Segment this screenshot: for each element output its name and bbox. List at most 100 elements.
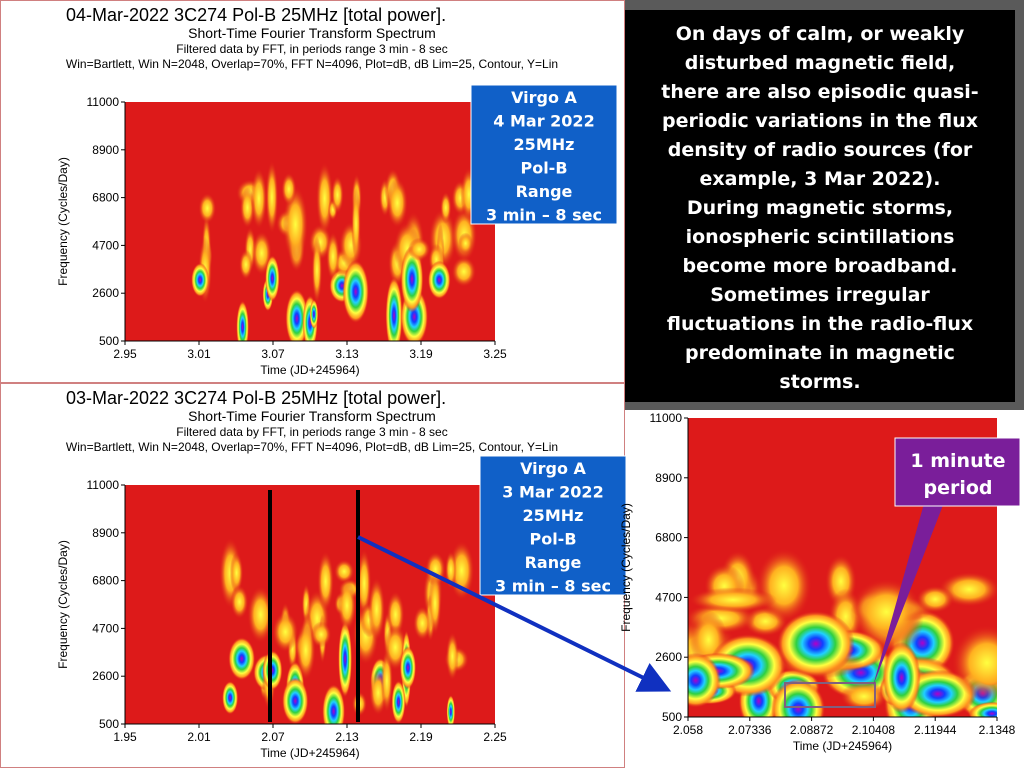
description-line: storms. — [779, 371, 860, 393]
panel-params: Win=Bartlett, Win N=2048, Overlap=70%, F… — [66, 57, 558, 71]
y-tick-label: 2600 — [655, 650, 682, 664]
x-axis-label: Time (JD+245964) — [793, 739, 892, 753]
heat-blob — [309, 299, 319, 329]
heat-blob — [427, 260, 451, 300]
heat-blob — [331, 175, 344, 214]
heat-blob — [368, 577, 386, 642]
heat-blob — [357, 548, 372, 618]
panel-frame — [0, 0, 625, 383]
heat-blob — [285, 289, 309, 341]
info-line: 4 Mar 2022 — [493, 112, 594, 131]
heat-blob — [228, 637, 256, 681]
description-line: disturbed magnetic field, — [685, 52, 956, 74]
y-tick-label: 11000 — [87, 95, 120, 109]
panel-filter: Filtered data by FFT, in periods range 3… — [176, 425, 447, 439]
x-tick-label: 2.19 — [409, 730, 433, 744]
x-tick-label: 2.10408 — [852, 723, 896, 737]
x-tick-label: 2.08872 — [790, 723, 834, 737]
description-line: example, 3 Mar 2022). — [700, 168, 941, 190]
heatmap — [191, 160, 478, 341]
heat-blob — [688, 652, 721, 708]
panel-filter: Filtered data by FFT, in periods range 3… — [176, 42, 447, 56]
y-tick-label: 8900 — [92, 526, 119, 540]
info-line: Virgo A — [511, 88, 577, 107]
spectrogram: 500 2600 4700 6800 8900 11000 2.95 3.01 3.07 3.13… — [56, 95, 507, 377]
heat-blob — [222, 681, 239, 715]
description-line: During magnetic storms, — [687, 197, 953, 219]
heat-blob — [850, 578, 923, 646]
heat-blob — [239, 249, 253, 280]
heat-blob — [236, 300, 249, 341]
highlight-box — [784, 682, 876, 708]
heat-blob — [316, 162, 334, 235]
x-tick-label: 3.07 — [261, 347, 285, 361]
heat-blob — [229, 552, 244, 594]
heatmap — [219, 537, 475, 724]
text-box — [625, 10, 1015, 402]
x-tick-label: 2.01 — [187, 730, 211, 744]
x-tick-label: 2.11944 — [914, 723, 957, 737]
x-tick-label: 2.25 — [483, 730, 507, 744]
description-line: there are also episodic quasi- — [661, 81, 978, 103]
heat-blob — [338, 620, 353, 698]
heat-blob — [882, 641, 921, 714]
x-tick-label: 2.07336 — [728, 723, 772, 737]
info-line: 3 Mar 2022 — [502, 483, 603, 502]
y-axis-label: Frequency (Cycles/Day) — [619, 503, 633, 632]
heat-blob — [198, 193, 217, 224]
description-line: ionospheric scintillations — [686, 226, 955, 248]
heat-blob — [386, 177, 408, 228]
heat-blob — [916, 585, 955, 613]
callout-box — [894, 437, 1021, 507]
y-tick-label: 2600 — [92, 286, 119, 300]
heat-blob — [385, 276, 403, 341]
heat-blob — [445, 632, 459, 681]
description-line: Sometimes irregular — [710, 284, 930, 306]
info-line: Virgo A — [520, 459, 586, 478]
callout-line: period — [923, 477, 992, 499]
heat-blob — [458, 232, 473, 255]
x-axis-label: Time (JD+245964) — [260, 363, 359, 377]
y-tick-label: 11000 — [650, 411, 683, 425]
callout-line: 1 minute — [910, 450, 1005, 472]
info-line: Pol-B — [529, 530, 576, 549]
heat-blob — [951, 624, 997, 701]
y-tick-label: 500 — [99, 334, 119, 348]
heat-blob — [399, 646, 417, 690]
callout-pointer — [873, 500, 945, 686]
heat-blob — [250, 168, 268, 230]
x-tick-label: 2.13 — [335, 730, 359, 744]
y-tick-label: 8900 — [655, 471, 682, 485]
y-tick-label: 6800 — [655, 531, 682, 545]
x-tick-label: 3.19 — [409, 347, 433, 361]
heat-blob — [322, 684, 346, 724]
x-tick-label: 3.25 — [483, 347, 507, 361]
panel-subtitle: Short-Time Fourier Transform Spectrum — [188, 25, 436, 41]
panel-subtitle: Short-Time Fourier Transform Spectrum — [188, 408, 436, 424]
heat-blob — [440, 191, 452, 224]
heat-blob — [326, 231, 340, 282]
x-tick-label: 1.95 — [113, 730, 137, 744]
heat-blob — [688, 587, 778, 613]
description-line: become more broadband. — [682, 255, 957, 277]
panel-title: 03-Mar-2022 3C274 Pol-B 25MHz [total pow… — [66, 388, 446, 408]
x-tick-label: 3.01 — [187, 347, 211, 361]
heat-blob — [408, 237, 431, 261]
heat-blob — [446, 695, 456, 724]
x-tick-label: 2.058 — [673, 723, 703, 737]
description-line: predominate in magnetic — [685, 342, 955, 364]
heat-blob — [310, 621, 332, 648]
y-tick-label: 500 — [662, 710, 682, 724]
info-line: 3 min – 8 sec — [495, 577, 611, 596]
x-tick-label: 2.1348 — [979, 723, 1016, 737]
y-tick-label: 6800 — [92, 191, 119, 205]
heat-blob — [969, 701, 997, 717]
heat-blob — [776, 610, 855, 677]
y-axis-label: Frequency (Cycles/Day) — [56, 540, 70, 669]
heat-blob — [351, 187, 361, 261]
heat-blob — [282, 677, 309, 724]
heat-blob — [756, 548, 812, 623]
y-tick-label: 11000 — [87, 478, 120, 492]
info-line: 25MHz — [514, 135, 575, 154]
y-axis-label: Frequency (Cycles/Day) — [56, 157, 70, 286]
